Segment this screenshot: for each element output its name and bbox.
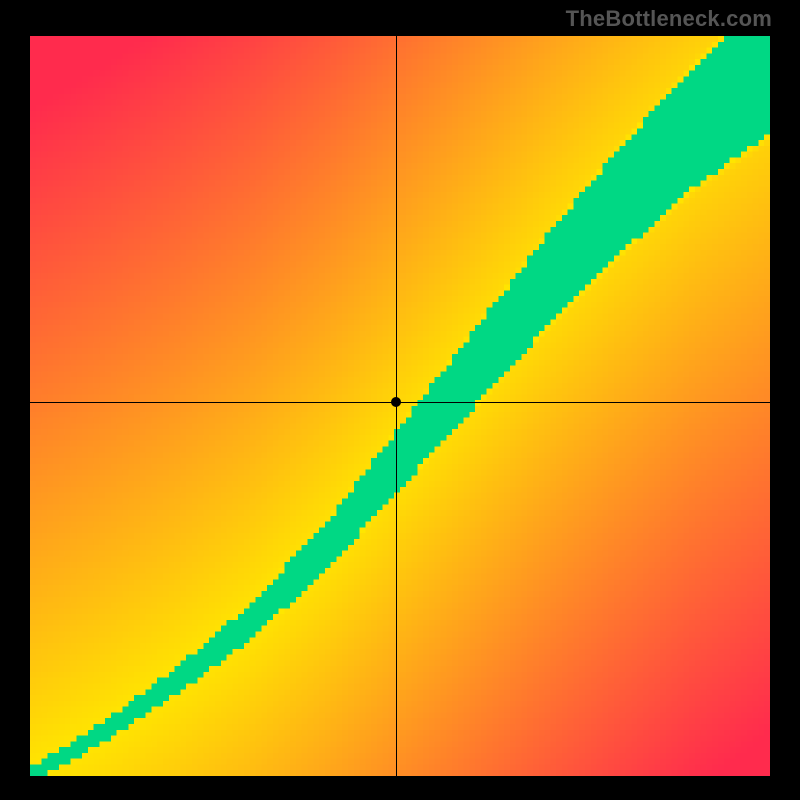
bottleneck-heatmap	[30, 36, 770, 776]
plot-area	[30, 36, 770, 776]
crosshair-point	[391, 397, 401, 407]
watermark-text: TheBottleneck.com	[566, 6, 772, 32]
chart-container: TheBottleneck.com	[0, 0, 800, 800]
